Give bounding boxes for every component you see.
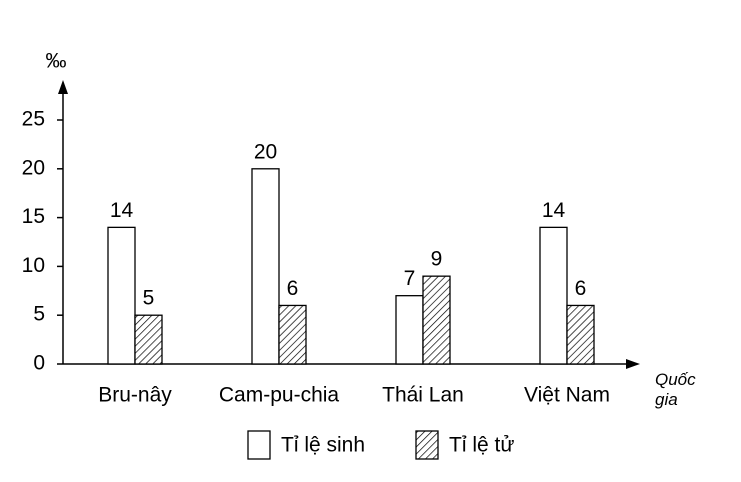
legend-label: Tỉ lệ tử [449, 434, 514, 457]
x-tick-label: Cam-pu-chia [219, 384, 340, 407]
bar [422, 275, 451, 365]
x-axis-label: Quốc gia [655, 370, 696, 409]
bar [251, 168, 280, 365]
bar [278, 304, 307, 365]
value-label: 6 [287, 277, 299, 300]
bar [395, 295, 424, 365]
value-label: 7 [404, 267, 416, 290]
value-label: 20 [254, 140, 277, 163]
legend-swatch [247, 430, 271, 460]
y-tick-label: 10 [22, 254, 45, 277]
y-tick-label: 5 [33, 303, 45, 326]
y-tick-label: 25 [22, 108, 45, 131]
y-axis-label: ‰ [46, 50, 67, 73]
value-label: 5 [143, 287, 155, 310]
value-label: 9 [431, 248, 443, 271]
legend-swatch [415, 430, 439, 460]
value-label: 14 [110, 199, 134, 222]
x-tick-label: Thái Lan [382, 384, 464, 407]
y-axis-arrow [58, 80, 68, 94]
x-axis-arrow [626, 359, 640, 369]
bar [107, 226, 136, 365]
value-label: 14 [542, 199, 566, 222]
y-tick-label: 0 [33, 352, 45, 375]
y-tick-label: 15 [22, 205, 45, 228]
bar [134, 314, 163, 365]
bar [566, 304, 595, 365]
value-label: 6 [575, 277, 587, 300]
y-tick-label: 20 [22, 156, 45, 179]
legend-label: Tỉ lệ sinh [281, 434, 365, 457]
x-tick-label: Bru-nây [98, 384, 172, 407]
bar [539, 226, 568, 365]
x-tick-label: Việt Nam [524, 384, 610, 407]
